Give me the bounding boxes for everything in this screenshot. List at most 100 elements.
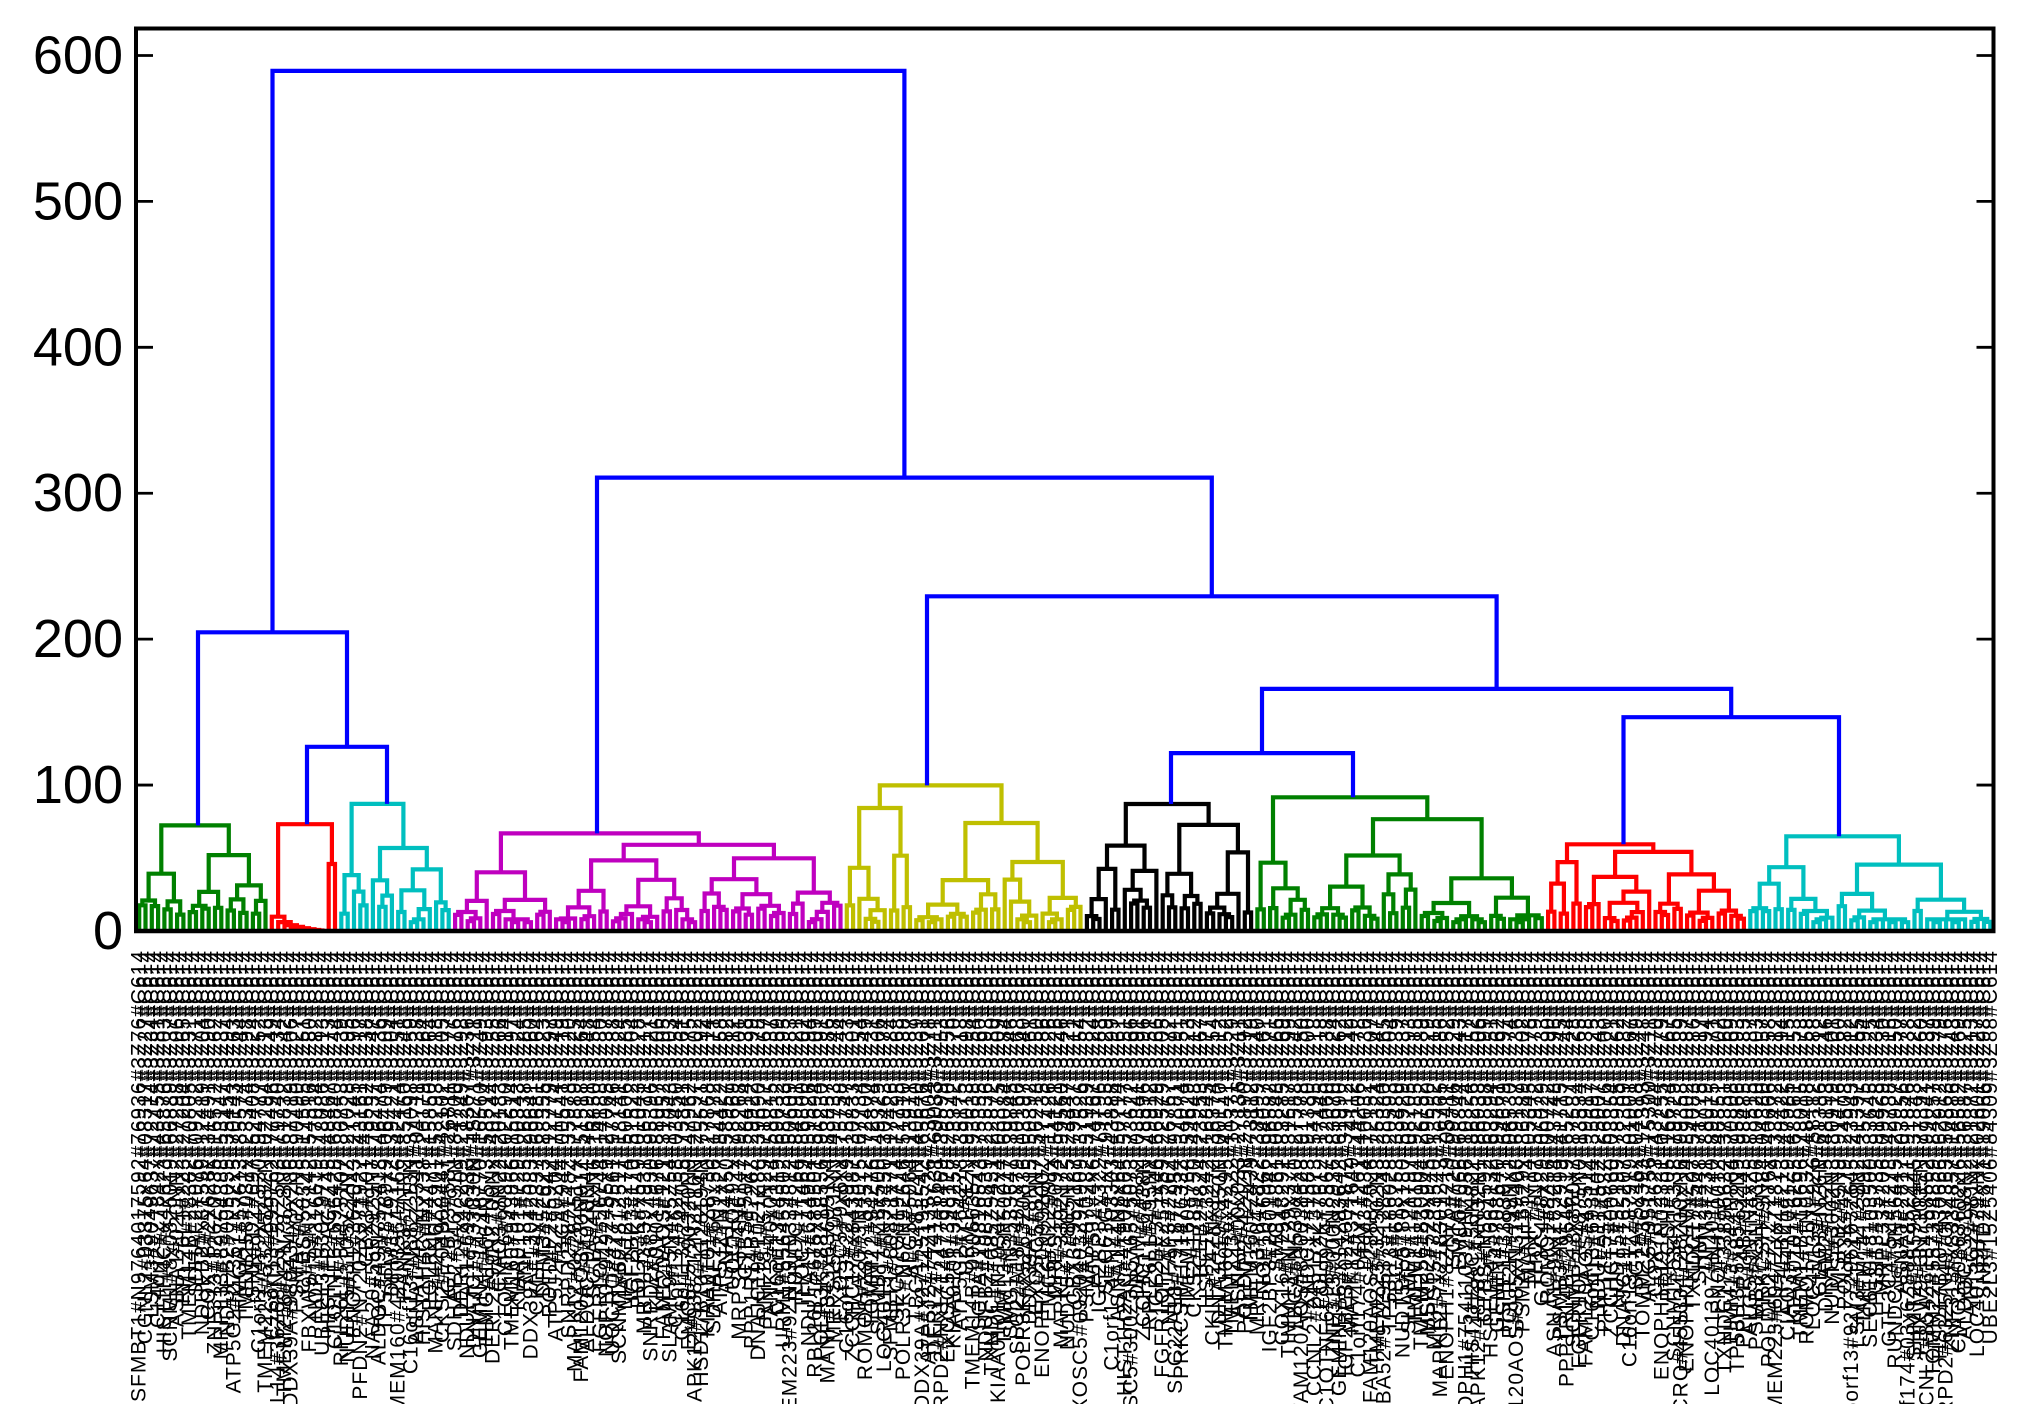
- svg-text:MAPK12#4878814xN32N1#86938#3Z0: MAPK12#4878814xN32N1#86938#3Z06#C614: [1467, 950, 1490, 1404]
- svg-text:POLR3K#4279#24508#3Z82#C614: POLR3K#4279#24508#3Z82#C614: [1834, 950, 1857, 1310]
- svg-text:ZNF313#000N2936#83670#3Z24#C61: ZNF313#000N2936#83670#3Z24#C614: [1322, 950, 1345, 1357]
- svg-text:ROMO1#Z877153512#72400#3Z49#C6: ROMO1#Z877153512#72400#3Z49#C614: [854, 950, 877, 1380]
- svg-text:SDHAF2#076#09232#3Z71#C614: SDHAF2#076#09232#3Z71#C614: [185, 950, 208, 1297]
- svg-text:FAM120AOS#121#31952#3Z05#C614: FAM120AOS#121#31952#3Z05#C614: [652, 950, 675, 1340]
- svg-text:TOMM22#94Z76#72874#3Z31#C614: TOMM22#94Z76#72874#3Z31#C614: [861, 950, 884, 1328]
- svg-text:MAPK12#3274#50606#3Z85#C614: MAPK12#3274#50606#3Z85#C614: [614, 950, 637, 1310]
- svg-text:MAPK12#371649#74112#3Z49#C614: MAPK12#371649#74112#3Z49#C614: [1341, 950, 1364, 1334]
- svg-text:KIAA0101#Z8730#27868#3Z14#C614: KIAA0101#Z8730#27868#3Z14#C614: [696, 950, 719, 1337]
- svg-text:LOC401397#N4011740#89975#3Z71#: LOC401397#N4011740#89975#3Z71#C614: [1701, 950, 1724, 1396]
- svg-text:TBCA#618753#33480#3Z39#C614: TBCA#618753#33480#3Z39#C614: [1385, 950, 1408, 1306]
- svg-text:IGF2BP3#170#51522#3Z04#C614: IGF2BP3#170#51522#3Z04#C614: [621, 950, 644, 1302]
- svg-text:ALDOC#38198N2#36887#3Z25#C614: ALDOC#38198N2#36887#3Z25#C614: [1954, 950, 1977, 1340]
- svg-text:TBCA#944#00541#3Z19#C614: TBCA#944#00541#3Z19#C614: [551, 950, 574, 1268]
- svg-text:MAPK12#0x26Z517x#77889#3Z25#C6: MAPK12#0x26Z517x#77889#3Z25#C614: [564, 950, 587, 1372]
- svg-text:TMEM256#42N78Z8N6#61832#3Z42#C: TMEM256#42N78Z8N6#61832#3Z42#C614: [273, 950, 296, 1396]
- svg-text:GTF3C4#5Z41278#42788#3Z16#C614: GTF3C4#5Z41278#42788#3Z16#C614: [1878, 950, 1901, 1347]
- svg-text:C1QTNF6#98997418567#32060#3Z38: C1QTNF6#98997418567#32060#3Z38#C614: [1315, 950, 1338, 1404]
- svg-text:IGF2BP3#581#26811#3Z77#C614: IGF2BP3#581#26811#3Z77#C614: [437, 950, 460, 1300]
- svg-text:THOC7#71469#86800#3Z02#C614: THOC7#71469#86800#3Z02#C614: [791, 950, 814, 1310]
- svg-text:SGTA#4NxN6#16850#3Z54#C614: SGTA#4NxN6#16850#3Z54#C614: [583, 950, 606, 1299]
- svg-text:LOC401397#79xNx#02601#3Z27#C61: LOC401397#79xNx#02601#3Z27#C614: [1966, 950, 1989, 1357]
- svg-text:C16orf13#242055#75841#3Z61#C61: C16orf13#242055#75841#3Z61#C614: [671, 950, 694, 1341]
- svg-text:NDUFA11#50Z#25007#3Z43#C614: NDUFA11#50Z#25007#3Z43#C614: [1587, 950, 1610, 1309]
- svg-text:SMG1#N3533647#39845#3Z46#C614: SMG1#N3533647#39845#3Z46#C614: [1000, 950, 1023, 1339]
- svg-text:EXOSC5#300Z3N576575073#73622#3: EXOSC5#300Z3N576575073#73622#3Z66#C614: [1120, 950, 1143, 1404]
- svg-text:HIST1H2AC#41904665#57177#3Z51#: HIST1H2AC#41904665#57177#3Z51#C614: [1113, 950, 1136, 1396]
- svg-text:HIST1H4C#x4x623#65876#3Z03#C61: HIST1H4C#x4x623#65876#3Z03#C614: [153, 950, 176, 1353]
- svg-text:FAM120AOS#30N91Z#51518#3Z64#C6: FAM120AOS#30N91Z#51518#3Z64#C614: [570, 950, 593, 1382]
- svg-text:SGTA#19816543#75355#3Z60#C614: SGTA#19816543#75355#3Z60#C614: [968, 950, 991, 1331]
- svg-text:TXNDC17#507#54083#3Z86#C614: TXNDC17#507#54083#3Z86#C614: [1682, 950, 1705, 1311]
- svg-text:MRPS15#094#54121#3Z26#C614: MRPS15#094#54121#3Z26#C614: [1044, 950, 1067, 1298]
- svg-text:UQCRQ#47779561#97746#3Z88#C614: UQCRQ#47779561#97746#3Z88#C614: [602, 950, 625, 1355]
- svg-text:GEMIN4#63x1428364Z#61990#3Z62#: GEMIN4#63x1428364Z#61990#3Z62#C614: [1328, 950, 1351, 1396]
- svg-text:CTBS#583Z5#17565#3Z51#C614: CTBS#583Z5#17565#3Z51#C614: [292, 950, 315, 1295]
- svg-text:NAA20#5552929N7#79237#3Z47#C61: NAA20#5552929N7#79237#3Z47#C614: [361, 950, 384, 1359]
- svg-text:ATP5G2#764278#35175#3Z18#C614: ATP5G2#764278#35175#3Z18#C614: [949, 950, 972, 1331]
- svg-text:URM1#556459502#68733#3Z95#C614: URM1#556459502#68733#3Z95#C614: [772, 950, 795, 1348]
- svg-text:PSMB3#N17Z999#41715#3Z45#C614: PSMB3#N17Z999#41715#3Z45#C614: [1549, 950, 1572, 1340]
- svg-text:ENOPH1#364043#21745#3Z96#C614: ENOPH1#364043#21745#3Z96#C614: [343, 950, 366, 1339]
- svg-text:TXNDC17#085Z5451#22872#3Z80#C6: TXNDC17#085Z5451#22872#3Z80#C614: [981, 950, 1004, 1375]
- svg-text:ALG5#5064#13971#3Z87#C614: ALG5#5064#13971#3Z87#C614: [899, 950, 922, 1279]
- svg-text:CCNL2#24517xZ37073#54195#3Z18#: CCNL2#24517xZ37073#54195#3Z18#C614: [1303, 950, 1326, 1396]
- svg-text:POLR2H#499Nx2#06530#3Z74#C614: POLR2H#499Nx2#06530#3Z74#C614: [1499, 950, 1522, 1339]
- svg-text:SNRPD2#6325N4970NZ363#50863#3Z: SNRPD2#6325N4970NZ363#50863#3Z76#C614: [1935, 950, 1958, 1404]
- svg-text:ATP5G2#981x2#21372#3Z13#C614: ATP5G2#981x2#21372#3Z13#C614: [1960, 950, 1983, 1317]
- svg-text:SFMBT1#Z8x500#49329#3Z66#C614: SFMBT1#Z8x500#49329#3Z66#C614: [867, 950, 890, 1335]
- svg-text:RPL26L1#54475107#86753#3Z39#C6: RPL26L1#54475107#86753#3Z39#C614: [330, 950, 353, 1366]
- svg-text:TOMM22#369393#17393#3Z48#C614: TOMM22#369393#17393#3Z48#C614: [1631, 950, 1654, 1339]
- svg-text:C1orf174#NZ203303#43888#3Z99#C: C1orf174#NZ203303#43888#3Z99#C614: [1101, 950, 1124, 1371]
- svg-text:NUDT5#52199#78985#3Z62#C614: NUDT5#52199#78985#3Z62#C614: [1606, 950, 1629, 1309]
- svg-text:PSMB3#x3N79306#10620#3Z03#C614: PSMB3#x3N79306#10620#3Z03#C614: [1745, 950, 1768, 1350]
- svg-text:MRPL33#397931#36971#3Z17#C614: MRPL33#397931#36971#3Z17#C614: [633, 950, 656, 1334]
- svg-text:SDHAF2#346791N#84700#3Z76#C614: SDHAF2#346791N#84700#3Z76#C614: [444, 950, 467, 1351]
- svg-text:RPL26L1#675x89501#51694#3Z09#C: RPL26L1#675x89501#51694#3Z09#C614: [804, 950, 827, 1378]
- svg-text:NOP10#9492455x9#27065#3Z37#C61: NOP10#9492455x9#27065#3Z37#C614: [595, 950, 618, 1357]
- svg-text:MAPK12#3302172#99560#3Z46#C614: MAPK12#3302172#99560#3Z46#C614: [1050, 950, 1073, 1348]
- svg-text:EMC6#066#68844#3Z43#C614: EMC6#066#68844#3Z43#C614: [1448, 950, 1471, 1271]
- svg-text:TP53I13#95735#91428#3Z34#C614: TP53I13#95735#91428#3Z34#C614: [1865, 950, 1888, 1320]
- svg-text:TMEM223#9ZN5970334812#50609#3Z: TMEM223#9ZN5970334812#50609#3Z83#C614: [778, 950, 801, 1404]
- svg-text:PRKCSH#105#16674#3Z67#C614: PRKCSH#105#16674#3Z67#C614: [1657, 950, 1680, 1302]
- svg-text:DERL2#99NZ709Nx#40244#3Z55#C61: DERL2#99NZ709Nx#40244#3Z55#C614: [482, 950, 505, 1364]
- svg-text:SCNM1#69481Z517#18141#3Z24#C61: SCNM1#69481Z517#18141#3Z24#C614: [608, 950, 631, 1364]
- svg-text:RNF181#535#26838#3Z85#C614: RNF181#535#26838#3Z85#C614: [513, 950, 536, 1292]
- svg-text:ROMO1#8Z36#00722#3Z90#C614: ROMO1#8Z36#00722#3Z90#C614: [1537, 950, 1560, 1304]
- svg-text:KIAA0101#6265#68861#3Z53#C614: KIAA0101#6265#68861#3Z53#C614: [1783, 950, 1806, 1323]
- svg-text:TP53I13#5x85432N9#95866#3Z93#C: TP53I13#5x85432N9#95866#3Z93#C614: [1726, 950, 1749, 1373]
- svg-text:DERL2#774148631#69033#3Z11#C61: DERL2#774148631#69033#3Z11#C614: [924, 950, 947, 1355]
- svg-text:SHMT2#155906445#31843#3Z22#C61: SHMT2#155906445#31843#3Z22#C614: [1903, 950, 1926, 1360]
- svg-text:FBXW9#59N27142#54516#3Z80#C614: FBXW9#59N27142#54516#3Z80#C614: [298, 950, 321, 1352]
- svg-text:TMEM160#Z439#73112#3Z19#C614: TMEM160#Z439#73112#3Z19#C614: [1240, 950, 1263, 1324]
- svg-text:ASNA1#9xxZ83214#43748#3Z96#C61: ASNA1#9xxZ83214#43748#3Z96#C614: [1543, 950, 1566, 1357]
- svg-text:DDX39A#x2712519354Z#65676#3Z61: DDX39A#x2712519354Z#65676#3Z61#C614: [911, 950, 934, 1404]
- svg-text:C16orf13#2214919#15747#3Z33#C6: C16orf13#2214919#15747#3Z33#C614: [835, 950, 858, 1353]
- svg-text:NDUFA11#6946933#18367#3Z36#C61: NDUFA11#6946933#18367#3Z36#C614: [456, 950, 479, 1359]
- svg-text:MRPS15#7071NN#49733#3Z48#C614: MRPS15#7071NN#49733#3Z48#C614: [823, 950, 846, 1343]
- svg-text:300: 300: [33, 463, 123, 523]
- svg-text:ALG5#951756#75300#3Z11#C614: ALG5#951756#75300#3Z11#C614: [1638, 950, 1661, 1302]
- svg-text:SNRPD2#687x4930#95396#3Z21#C61: SNRPD2#687x4930#95396#3Z21#C614: [639, 950, 662, 1362]
- svg-text:EIF4EBP1#213#48422#3Z94#C614: EIF4EBP1#213#48422#3Z94#C614: [1770, 950, 1793, 1314]
- svg-text:NUDT5#3105x22NZ#27028#3Z95#C61: NUDT5#3105x22NZ#27028#3Z95#C614: [336, 950, 359, 1363]
- svg-text:EMC6#5790320N9#47962#3Z75#C614: EMC6#5790320N9#47962#3Z75#C614: [677, 950, 700, 1350]
- svg-text:EXOSC5#67398178#26870#3Z56#C61: EXOSC5#67398178#26870#3Z56#C614: [936, 950, 959, 1363]
- svg-text:C16orf13#9277296163Z645#23943#: C16orf13#9277296163Z645#23943#3Z12#C614: [1840, 950, 1863, 1404]
- svg-text:HSPE1#455664132#63294#3Z51#C61: HSPE1#455664132#63294#3Z51#C614: [1480, 950, 1503, 1358]
- svg-text:MANF#1714#05345#3Z78#C614: MANF#1714#05345#3Z78#C614: [1518, 950, 1541, 1284]
- svg-text:NAA20#3N4075#67734#3Z54#C614: NAA20#3N4075#67734#3Z54#C614: [848, 950, 871, 1321]
- svg-text:CKLF#4x12337#69681#3Z64#C614: CKLF#4x12337#69681#3Z64#C614: [526, 950, 549, 1315]
- svg-text:POLR2H#4471#15850#3Z64#C614: POLR2H#4471#15850#3Z64#C614: [418, 950, 441, 1311]
- svg-text:DPM3#7917Z#39421#3Z04#C614: DPM3#7917Z#39421#3Z04#C614: [380, 950, 403, 1297]
- svg-text:POLDIP2#424ZN#21890#3Z92#C614: POLDIP2#424ZN#21890#3Z92#C614: [1233, 950, 1256, 1334]
- svg-text:MRPL33#206#09969#3Z30#C614: MRPL33#206#09969#3Z30#C614: [1871, 950, 1894, 1296]
- svg-text:ENOPH1#20999200Z#47735#3Z86#C6: ENOPH1#20999200Z#47735#3Z86#C614: [1031, 950, 1054, 1378]
- svg-text:MAPK12#938Z12NZ216N#20297#3Z02: MAPK12#938Z12NZ216N#20297#3Z02#C614: [684, 950, 707, 1404]
- svg-text:TIMM13#NZ29x371#31617#3Z99#C61: TIMM13#NZ29x371#31617#3Z99#C614: [1278, 950, 1301, 1358]
- svg-text:C16orf13#N882Z13N#37098#3Z59#C: C16orf13#N882Z13N#37098#3Z59#C614: [399, 950, 422, 1374]
- svg-text:PSMA7#116529x#86289#3Z02#C614: PSMA7#116529x#86289#3Z02#C614: [1511, 950, 1534, 1332]
- svg-text:PPP1R14B#94443#98485#3Z83#C614: PPP1R14B#94443#98485#3Z83#C614: [1732, 950, 1755, 1348]
- svg-text:ZCCHC17#6438N#78596#3Z96#C614: ZCCHC17#6438N#78596#3Z96#C614: [1132, 950, 1155, 1341]
